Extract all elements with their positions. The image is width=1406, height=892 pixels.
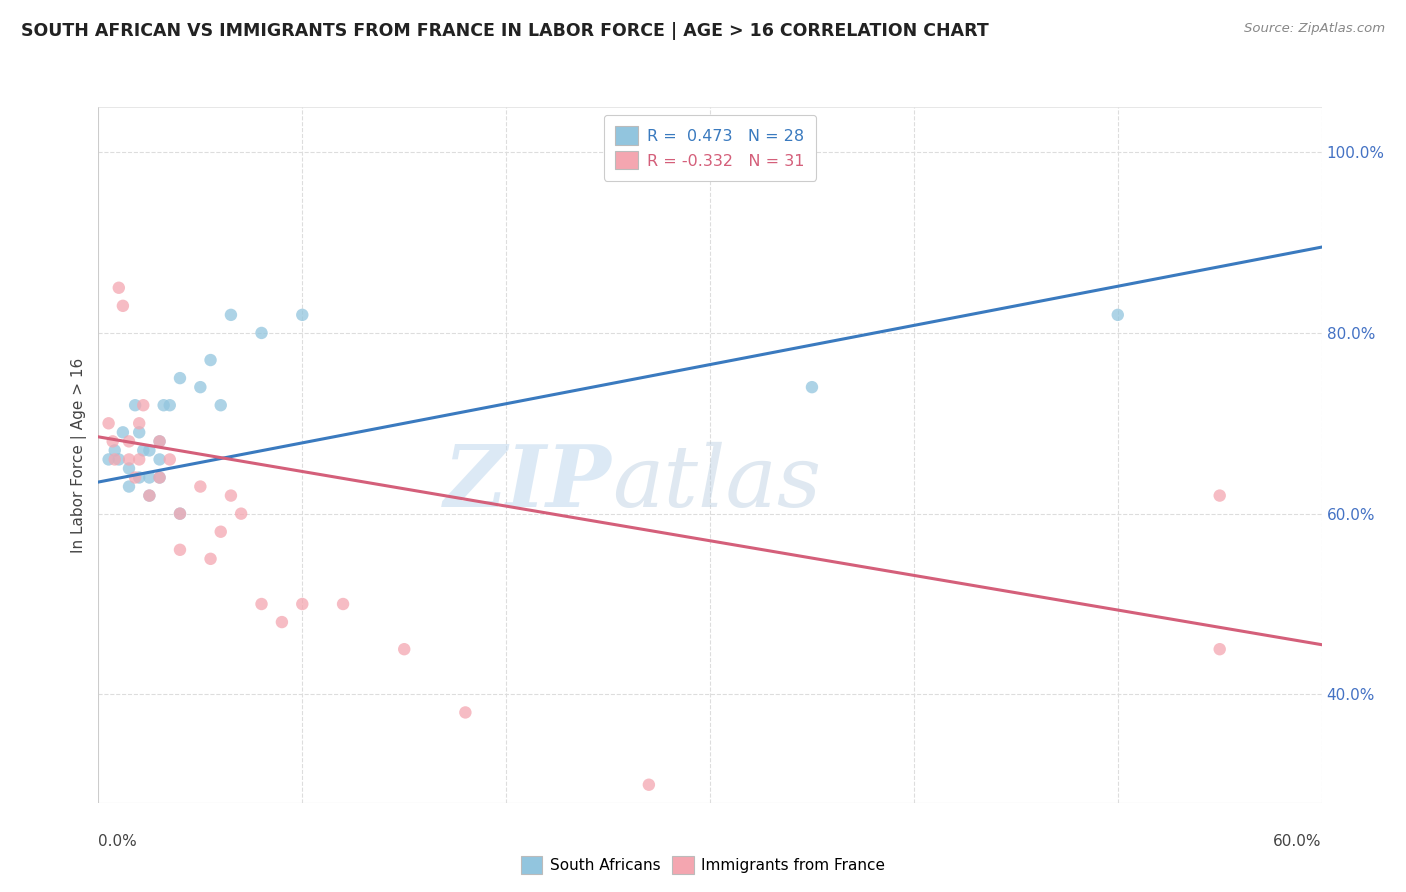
Point [149, 470, 172, 484]
Point [200, 353, 222, 368]
Point [169, 507, 191, 521]
Point [332, 597, 354, 611]
Y-axis label: In Labor Force | Age > 16: In Labor Force | Age > 16 [72, 358, 87, 552]
Point [200, 551, 222, 566]
Point [124, 470, 146, 484]
Point [454, 706, 477, 720]
Point [97, 452, 120, 467]
Point [128, 425, 150, 440]
Point [132, 443, 155, 458]
Point [291, 308, 314, 322]
Point [101, 434, 124, 449]
Point [138, 470, 160, 484]
Text: ZIP: ZIP [444, 441, 612, 524]
Point [291, 597, 314, 611]
Point [104, 452, 127, 467]
Point [111, 299, 134, 313]
Point [209, 398, 232, 412]
Point [188, 380, 212, 394]
Text: 0.0%: 0.0% [98, 834, 138, 849]
Point [219, 489, 242, 503]
Text: atlas: atlas [612, 442, 821, 524]
Point [250, 597, 273, 611]
Point [392, 642, 416, 657]
Text: Source: ZipAtlas.com: Source: ZipAtlas.com [1244, 22, 1385, 36]
Point [250, 326, 273, 340]
Point [149, 452, 172, 467]
Point [270, 615, 294, 629]
Point [169, 507, 191, 521]
Point [97, 417, 120, 431]
Point [149, 470, 172, 484]
Point [1107, 308, 1129, 322]
Point [128, 470, 150, 484]
Legend: R =  0.473   N = 28, R = -0.332   N = 31: R = 0.473 N = 28, R = -0.332 N = 31 [605, 115, 815, 181]
Point [149, 434, 172, 449]
Point [188, 479, 212, 493]
Point [149, 434, 172, 449]
Point [152, 398, 174, 412]
Text: SOUTH AFRICAN VS IMMIGRANTS FROM FRANCE IN LABOR FORCE | AGE > 16 CORRELATION CH: SOUTH AFRICAN VS IMMIGRANTS FROM FRANCE … [21, 22, 988, 40]
Point [209, 524, 232, 539]
Legend: South Africans, Immigrants from France: South Africans, Immigrants from France [515, 850, 891, 880]
Point [124, 398, 146, 412]
Point [801, 380, 824, 394]
Point [638, 778, 661, 792]
Point [111, 425, 134, 440]
Point [118, 461, 141, 475]
Point [159, 398, 181, 412]
Point [118, 434, 141, 449]
Point [219, 308, 242, 322]
Point [159, 452, 181, 467]
Point [108, 452, 131, 467]
Point [118, 452, 141, 467]
Point [128, 452, 150, 467]
Text: 60.0%: 60.0% [1274, 834, 1322, 849]
Point [1209, 489, 1232, 503]
Point [169, 542, 191, 557]
Point [132, 398, 155, 412]
Point [118, 479, 141, 493]
Point [169, 371, 191, 385]
Point [128, 417, 150, 431]
Point [138, 489, 160, 503]
Point [1209, 642, 1232, 657]
Point [104, 443, 127, 458]
Point [138, 489, 160, 503]
Point [108, 281, 131, 295]
Point [138, 443, 160, 458]
Point [231, 507, 253, 521]
